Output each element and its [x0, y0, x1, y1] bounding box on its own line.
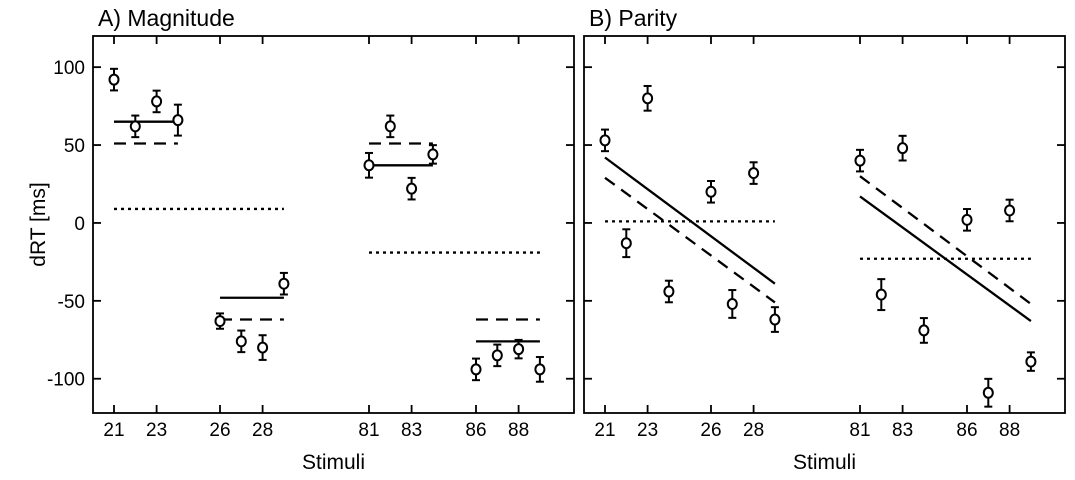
- data-point: [406, 182, 418, 195]
- data-point: [151, 95, 163, 108]
- x-tick-label: 81: [849, 420, 870, 441]
- data-point: [235, 335, 247, 348]
- dashed-line: [604, 176, 776, 304]
- y-tick-label: -50: [58, 292, 85, 313]
- data-point: [726, 297, 738, 310]
- data-point: [384, 120, 396, 133]
- data-point: [363, 159, 375, 172]
- data-point: [918, 324, 930, 337]
- x-tick-label: 28: [252, 420, 273, 441]
- x-tick-label: 21: [103, 420, 124, 441]
- x-tick-label: 83: [892, 420, 913, 441]
- data-point: [620, 237, 632, 250]
- data-point: [278, 277, 290, 290]
- y-tick-label: -100: [47, 370, 85, 391]
- x-tick-label: 23: [146, 420, 167, 441]
- data-point: [897, 142, 909, 155]
- data-point: [1025, 355, 1037, 368]
- x-axis-title: Stimuli: [793, 451, 856, 474]
- data-point: [1004, 204, 1016, 217]
- data-point: [427, 148, 439, 161]
- data-point: [513, 343, 525, 356]
- data-point: [172, 114, 184, 127]
- data-point: [534, 363, 546, 376]
- plot-frame: [583, 35, 1066, 414]
- data-point: [854, 154, 866, 167]
- data-point: [214, 315, 226, 328]
- x-tick-label: 88: [999, 420, 1020, 441]
- plot-frame: [92, 35, 575, 414]
- data-point: [961, 213, 973, 226]
- y-tick-label: 50: [64, 136, 85, 157]
- panel-title: A) Magnitude: [98, 5, 235, 31]
- x-tick-label: 86: [956, 420, 977, 441]
- data-point: [769, 313, 781, 326]
- x-tick-label: 88: [508, 420, 529, 441]
- data-point: [470, 363, 482, 376]
- data-point: [705, 185, 717, 198]
- panel-title: B) Parity: [589, 5, 678, 31]
- data-point: [491, 349, 503, 362]
- data-point: [129, 120, 141, 133]
- x-tick-label: 21: [594, 420, 615, 441]
- x-tick-label: 83: [401, 420, 422, 441]
- data-point: [642, 92, 654, 105]
- x-tick-label: 26: [209, 420, 230, 441]
- data-point: [108, 73, 120, 86]
- y-axis-title: dRT [ms]: [27, 182, 50, 266]
- x-tick-label: 86: [465, 420, 486, 441]
- x-tick-label: 81: [358, 420, 379, 441]
- y-tick-label: 100: [53, 58, 85, 79]
- data-point: [663, 285, 675, 298]
- data-point: [257, 341, 269, 354]
- data-point: [875, 288, 887, 301]
- x-tick-label: 23: [637, 420, 658, 441]
- data-point: [599, 134, 611, 147]
- x-tick-label: 26: [700, 420, 721, 441]
- x-tick-label: 28: [743, 420, 764, 441]
- y-tick-label: 0: [74, 214, 85, 235]
- dashed-line: [859, 175, 1032, 305]
- data-point: [982, 386, 994, 399]
- data-point: [748, 167, 760, 180]
- x-axis-title: Stimuli: [302, 451, 365, 474]
